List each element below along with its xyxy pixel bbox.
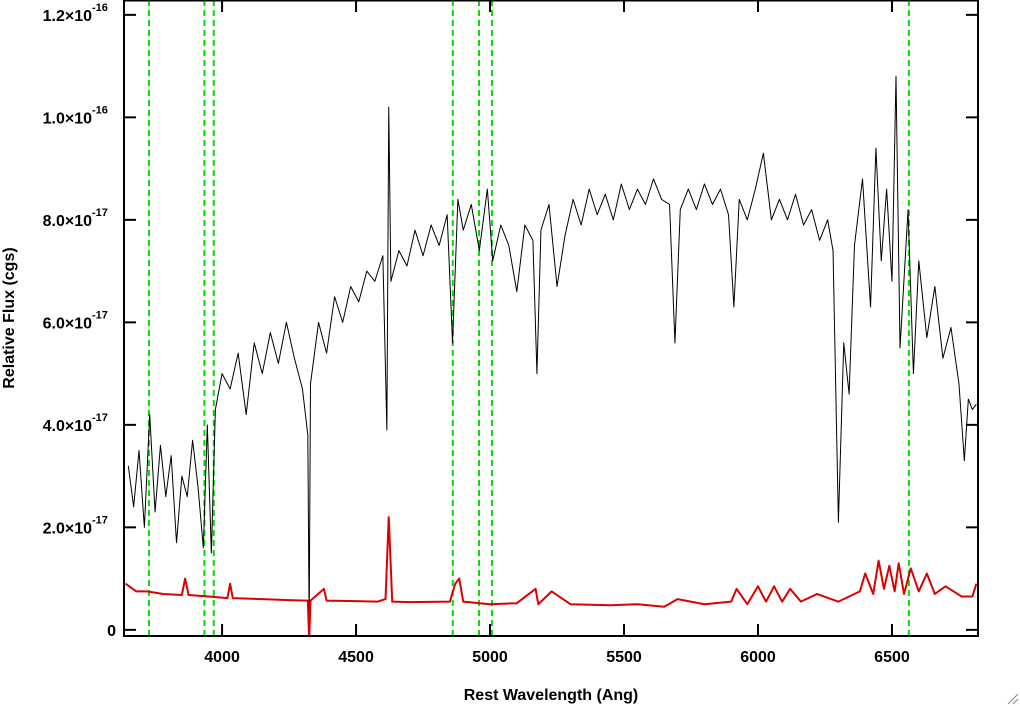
x-axis-title: Rest Wavelength (Ang) [464,687,639,704]
y-tick-label-exponent: -16 [92,2,108,14]
resize-grip [1007,693,1019,705]
y-tick-label-exponent: -17 [92,514,108,526]
y-tick-label: 8.0×10 [43,213,92,230]
y-tick-label: 1.0×10 [43,110,92,127]
x-tick-label: 6500 [874,649,910,666]
y-tick-label-mantissa: 4.0×10 [43,418,92,435]
plot-area [125,0,978,636]
y-tick-label-exponent: -17 [92,309,108,321]
y-tick-label-exponent: -16 [92,104,108,116]
x-tick-label: 5000 [472,649,508,666]
x-tick-label: 5500 [606,649,642,666]
y-tick-label: 4.0×10 [43,418,92,435]
y-tick-label-mantissa: 2.0×10 [43,520,92,537]
y-tick-label-mantissa: 8.0×10 [43,213,92,230]
x-tick-label: 4000 [204,649,240,666]
y-axis-title: Relative Flux (cgs) [1,247,18,388]
y-tick-label-mantissa: 1.0×10 [43,110,92,127]
y-tick-label-exponent: -17 [92,207,108,219]
spectrum-line [125,516,978,636]
y-tick-label-mantissa: 6.0×10 [43,315,92,332]
plot-frame [123,0,979,637]
x-tick-label: 4500 [338,649,374,666]
spectrum-line [127,75,977,626]
y-tick-label: 1.2×10 [43,8,92,25]
y-tick-label-mantissa: 1.2×10 [43,8,92,25]
y-tick-label: 0 [107,623,116,640]
y-tick-label-exponent: -17 [92,412,108,424]
x-tick-label: 6000 [740,649,776,666]
y-tick-label: 6.0×10 [43,315,92,332]
y-tick-label: 2.0×10 [43,520,92,537]
